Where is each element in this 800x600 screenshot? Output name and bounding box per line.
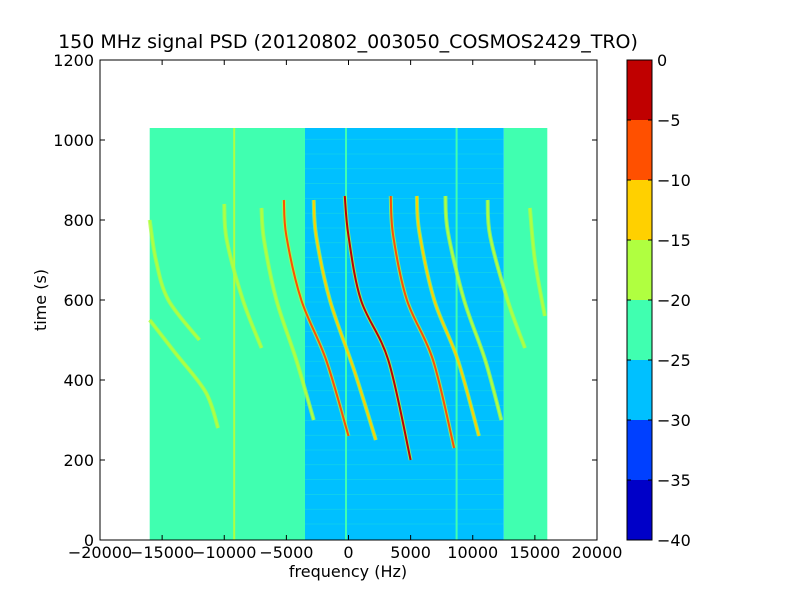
chart-title: 150 MHz signal PSD (20120802_003050_COSM… (58, 31, 638, 53)
colorbar-tick-label: −20 (657, 291, 691, 310)
y-tick-label: 600 (63, 291, 94, 310)
doppler-trace-6 (343, 195, 412, 461)
colorbar-tick-label: −10 (657, 171, 691, 190)
y-tick-label: 400 (63, 371, 94, 390)
colorbar-band-5 (627, 180, 652, 240)
colorbar-band-2 (627, 360, 652, 420)
y-tick-label: 800 (63, 211, 94, 230)
colorbar-band-3 (627, 300, 652, 360)
colorbar-band-4 (627, 240, 652, 300)
heatmap-region-0 (149, 128, 306, 540)
colorbar-band-1 (627, 420, 652, 480)
colorbar-tick-label: −30 (657, 411, 691, 430)
doppler-trace-2 (223, 203, 263, 349)
doppler-trace-5 (312, 199, 377, 441)
x-tick-label: 15000 (509, 543, 560, 562)
doppler-trace-4 (282, 199, 350, 437)
y-axis-label: time (s) (31, 269, 50, 331)
x-tick-label: −15000 (130, 543, 194, 562)
x-tick-label: −10000 (192, 543, 256, 562)
x-axis-label: frequency (Hz) (289, 562, 407, 581)
colorbar-band-7 (627, 60, 652, 120)
colorbar-bands (627, 60, 652, 540)
doppler-trace-7 (389, 195, 456, 449)
y-axis-ticks: 0 200 400 600 800 1000 1200 (53, 51, 597, 550)
y-tick-label: 0 (84, 531, 94, 550)
x-tick-label: −20000 (68, 543, 132, 562)
doppler-trace-3 (260, 207, 315, 421)
x-tick-label: 10000 (447, 543, 498, 562)
colorbar-tick-label: −35 (657, 471, 691, 490)
colorbar-band-0 (627, 480, 652, 540)
doppler-trace-10 (486, 199, 526, 349)
x-tick-label: 5000 (390, 543, 431, 562)
colorbar-tick-label: −15 (657, 231, 691, 250)
heatmap-region-1 (305, 128, 504, 540)
doppler-trace-0 (148, 219, 201, 341)
x-tick-label: −5000 (259, 543, 313, 562)
x-tick-label: 0 (343, 543, 353, 562)
y-tick-label: 1000 (53, 131, 94, 150)
colorbar: 0 −5 −10 −15 −20 −25 −30 −35 −40 (626, 51, 691, 550)
doppler-trace-9 (444, 195, 503, 421)
y-tick-label: 200 (63, 451, 94, 470)
heatmap-layer (147, 128, 548, 540)
colorbar-tick-label: −25 (657, 351, 691, 370)
heatmap-region-2 (503, 128, 548, 540)
y-tick-label: 1200 (53, 51, 94, 70)
colorbar-tick-label: −5 (657, 111, 681, 130)
x-axis-ticks: −20000−15000−10000 −5000 0 5000 10000 15000 20… (68, 60, 623, 562)
doppler-trace-1 (148, 319, 219, 429)
plot-area: −20000−15000−10000 −5000 0 5000 10000 15000 20… (53, 51, 622, 562)
colorbar-ticks: 0 −5 −10 −15 −20 −25 −30 −35 −40 (627, 51, 691, 550)
colorbar-band-6 (627, 120, 652, 180)
colorbar-tick-label: 0 (657, 51, 667, 70)
doppler-trace-8 (415, 195, 480, 437)
colorbar-tick-label: −40 (657, 531, 691, 550)
x-tick-label: 20000 (572, 543, 623, 562)
doppler-trace-11 (528, 207, 546, 317)
